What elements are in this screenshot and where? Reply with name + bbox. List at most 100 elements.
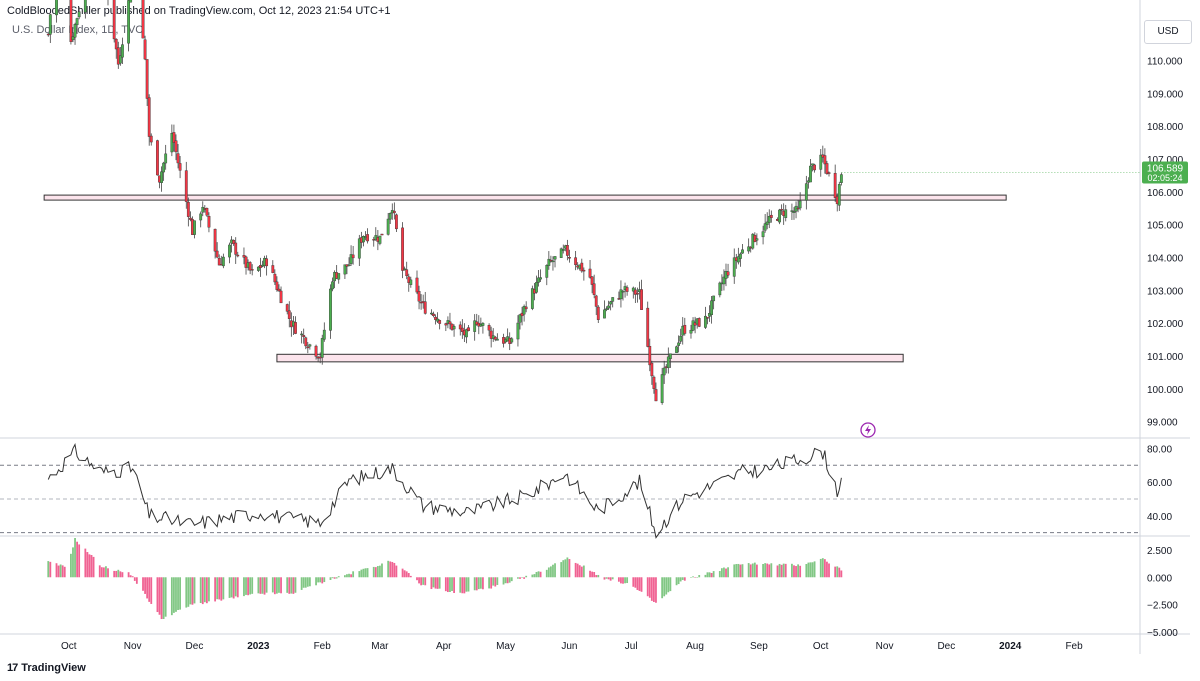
candle bbox=[648, 338, 652, 372]
macd-bar bbox=[329, 577, 332, 580]
lightning-bolt-icon[interactable] bbox=[860, 422, 876, 438]
macd-bar bbox=[117, 569, 120, 578]
macd-bar bbox=[506, 577, 509, 584]
candle bbox=[510, 337, 514, 344]
macd-bar bbox=[214, 577, 217, 602]
tradingview-logo[interactable]: 17 TradingView bbox=[7, 662, 86, 674]
macd-bar bbox=[177, 577, 179, 610]
macd-bar bbox=[261, 577, 264, 594]
candle bbox=[415, 270, 419, 295]
macd-bar bbox=[133, 577, 136, 581]
currency-button[interactable]: USD bbox=[1144, 20, 1192, 44]
macd-bar bbox=[331, 577, 334, 579]
macd-bar bbox=[562, 560, 565, 578]
macd-bar bbox=[271, 577, 274, 593]
price-tick-label: 102.000 bbox=[1147, 319, 1184, 330]
macd-bar bbox=[259, 577, 262, 594]
macd-bar bbox=[624, 577, 626, 584]
macd-bar bbox=[158, 577, 161, 615]
macd-bar bbox=[234, 577, 237, 597]
macd-bar bbox=[622, 577, 624, 584]
last-price-tag: 106.589 02:05:24 bbox=[1142, 161, 1188, 184]
macd-bar bbox=[160, 577, 163, 620]
macd-bar bbox=[286, 577, 289, 593]
candle bbox=[205, 207, 209, 217]
candle bbox=[322, 322, 326, 342]
candle bbox=[837, 181, 841, 211]
macd-bar bbox=[236, 577, 239, 598]
macd-bar bbox=[175, 577, 177, 612]
candle bbox=[825, 160, 829, 175]
macd-bar bbox=[694, 577, 696, 578]
macd-bar bbox=[173, 577, 175, 613]
time-tick-label: Nov bbox=[876, 641, 894, 652]
tradingview-logo-icon: 17 bbox=[7, 662, 18, 674]
macd-bar bbox=[92, 556, 95, 578]
macd-bar bbox=[710, 572, 713, 578]
macd-bar bbox=[148, 577, 151, 602]
price-axis: 110.000 109.000 108.000 107.000 106.000 105.0… bbox=[1147, 57, 1184, 429]
macd-bar bbox=[620, 577, 622, 584]
macd-bar bbox=[768, 564, 771, 578]
macd-bar bbox=[315, 577, 317, 586]
candle bbox=[403, 266, 407, 271]
candle bbox=[650, 360, 654, 385]
macd-bar bbox=[574, 562, 577, 578]
macd-bar bbox=[762, 563, 764, 578]
candle bbox=[256, 266, 260, 272]
candle bbox=[539, 269, 543, 282]
macd-bar bbox=[105, 566, 107, 578]
candle bbox=[796, 200, 800, 213]
macd-bar bbox=[795, 566, 797, 578]
macd-bar bbox=[554, 563, 556, 578]
candle bbox=[215, 242, 219, 259]
macd-bar bbox=[265, 577, 268, 593]
macd-bar bbox=[568, 559, 571, 578]
macd-bar bbox=[747, 563, 750, 578]
countdown-value: 02:05:24 bbox=[1147, 173, 1182, 183]
candle bbox=[596, 305, 600, 323]
macd-bar bbox=[488, 577, 490, 589]
macd-bar bbox=[537, 571, 540, 578]
candle bbox=[129, 0, 133, 3]
candle bbox=[747, 238, 751, 254]
candle bbox=[625, 285, 629, 296]
candle bbox=[438, 319, 442, 330]
candle bbox=[767, 209, 771, 229]
candle bbox=[107, 0, 109, 6]
macd-bar bbox=[560, 562, 563, 578]
macd-bar bbox=[735, 564, 738, 578]
candle bbox=[636, 287, 639, 303]
candle bbox=[228, 242, 231, 264]
candle bbox=[294, 316, 297, 335]
macd-bar bbox=[319, 577, 322, 583]
macd-bar bbox=[358, 571, 361, 578]
macd-bar bbox=[733, 564, 736, 578]
macd-bar bbox=[205, 577, 208, 604]
macd-bar bbox=[696, 577, 699, 578]
macd-bar bbox=[245, 577, 247, 595]
candle bbox=[207, 212, 211, 233]
macd-bar bbox=[300, 577, 303, 590]
macd-bar bbox=[208, 577, 210, 602]
macd-bar bbox=[552, 564, 554, 578]
candle bbox=[221, 253, 225, 269]
macd-bar bbox=[74, 538, 76, 578]
macd-bar bbox=[409, 575, 412, 578]
macd-bar bbox=[391, 561, 394, 578]
candle bbox=[607, 300, 610, 310]
macd-bar bbox=[753, 562, 756, 578]
macd-bar bbox=[766, 563, 769, 578]
macd-bar bbox=[741, 564, 744, 578]
macd-bar bbox=[780, 564, 783, 578]
macd-bar bbox=[665, 577, 668, 595]
candle bbox=[444, 322, 448, 332]
candle bbox=[265, 255, 269, 276]
macd-bar bbox=[545, 569, 548, 578]
macd-bar bbox=[580, 566, 583, 578]
candle bbox=[741, 244, 744, 254]
candle bbox=[481, 321, 485, 334]
macd-bar bbox=[607, 577, 610, 580]
macd-bar bbox=[70, 553, 72, 578]
